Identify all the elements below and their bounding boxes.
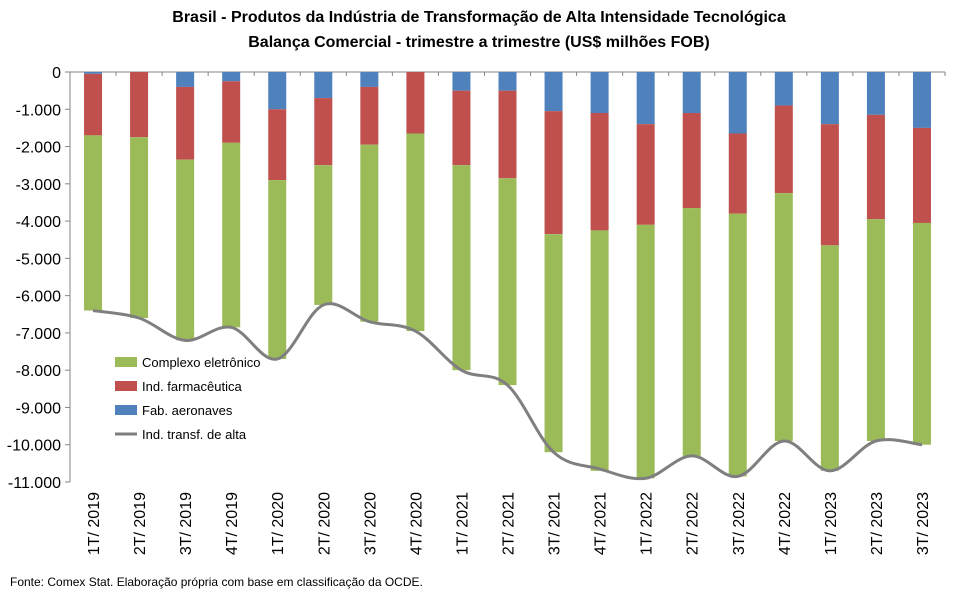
bar-fab-aeronaves-0 <box>84 72 103 74</box>
y-tick-label: -1.000 <box>16 102 61 119</box>
bar-ind-farmac-utica-2 <box>176 86 195 160</box>
bar-complexo-eletr-nico-6 <box>360 144 379 322</box>
bar-ind-farmac-utica-0 <box>84 73 103 136</box>
bar-fab-aeronaves-14 <box>728 72 747 134</box>
legend-swatch-0 <box>115 357 137 367</box>
x-tick-label: 2T/ 2019 <box>132 492 149 555</box>
chart-title: Brasil - Produtos da Indústria de Transf… <box>172 9 786 26</box>
bar-complexo-eletr-nico-9 <box>498 178 517 386</box>
x-tick-label: 4T/ 2021 <box>593 492 610 555</box>
bar-ind-farmac-utica-18 <box>912 127 931 223</box>
y-tick-label: -7.000 <box>16 326 61 343</box>
y-tick-label: -3.000 <box>16 177 61 194</box>
bar-fab-aeronaves-3 <box>222 72 241 82</box>
bar-ind-farmac-utica-5 <box>314 98 333 166</box>
bar-ind-farmac-utica-13 <box>682 113 701 209</box>
bar-ind-farmac-utica-14 <box>728 133 747 214</box>
y-tick-label: -5.000 <box>16 251 61 268</box>
line-ind-transf-de-alta <box>92 302 923 481</box>
bar-fab-aeronaves-8 <box>452 72 471 91</box>
bar-complexo-eletr-nico-1 <box>130 137 149 318</box>
x-tick-label: 2T/ 2020 <box>316 492 333 555</box>
bar-ind-farmac-utica-6 <box>360 86 379 145</box>
bar-ind-farmac-utica-12 <box>636 124 655 225</box>
bar-ind-farmac-utica-8 <box>452 90 471 166</box>
bar-fab-aeronaves-2 <box>176 72 195 87</box>
bar-complexo-eletr-nico-15 <box>774 193 793 441</box>
bar-ind-farmac-utica-4 <box>268 109 287 181</box>
x-tick-label: 4T/ 2020 <box>408 492 425 555</box>
x-tick-label: 3T/ 2021 <box>547 492 564 555</box>
y-tick-label: -6.000 <box>16 289 61 306</box>
bar-fab-aeronaves-13 <box>682 72 701 113</box>
x-tick-label: 3T/ 2020 <box>362 492 379 555</box>
chart-subtitle: Balança Comercial - trimestre a trimestr… <box>248 34 710 51</box>
bar-complexo-eletr-nico-7 <box>406 133 425 332</box>
bar-fab-aeronaves-12 <box>636 72 655 125</box>
y-tick-label: -2.000 <box>16 140 61 157</box>
x-tick-label: 3T/ 2023 <box>915 492 932 555</box>
bar-complexo-eletr-nico-18 <box>912 222 931 445</box>
bar-complexo-eletr-nico-11 <box>590 230 609 471</box>
bar-ind-farmac-utica-11 <box>590 113 609 231</box>
legend-label: Fab. aeronaves <box>142 403 233 418</box>
x-tick-label: 3T/ 2019 <box>178 492 195 555</box>
legend-label: Ind. transf. de alta <box>142 427 247 442</box>
y-tick-label: -8.000 <box>16 363 61 380</box>
bar-complexo-eletr-nico-5 <box>314 165 333 305</box>
y-tick-label: -9.000 <box>16 400 61 417</box>
y-tick-label: -11.000 <box>8 475 61 492</box>
x-tick-label: 1T/ 2022 <box>639 492 656 555</box>
bar-ind-farmac-utica-15 <box>774 105 793 194</box>
bar-complexo-eletr-nico-14 <box>728 213 747 477</box>
bar-complexo-eletr-nico-4 <box>268 180 287 359</box>
bar-fab-aeronaves-17 <box>866 72 885 115</box>
bar-fab-aeronaves-6 <box>360 72 379 87</box>
x-tick-label: 3T/ 2022 <box>731 492 748 555</box>
x-tick-label: 2T/ 2022 <box>685 492 702 555</box>
bar-fab-aeronaves-11 <box>590 72 609 113</box>
bar-fab-aeronaves-15 <box>774 72 793 106</box>
x-tick-label: 1T/ 2023 <box>823 492 840 555</box>
x-tick-label: 1T/ 2020 <box>270 492 287 555</box>
x-tick-label: 2T/ 2021 <box>501 492 518 555</box>
bar-ind-farmac-utica-17 <box>866 114 885 220</box>
bar-complexo-eletr-nico-0 <box>84 135 103 311</box>
x-tick-label: 1T/ 2021 <box>454 492 471 555</box>
bar-ind-farmac-utica-7 <box>406 72 425 134</box>
bar-complexo-eletr-nico-16 <box>820 245 839 471</box>
x-tick-label: 2T/ 2023 <box>869 492 886 555</box>
x-tick-label: 4T/ 2019 <box>224 492 241 555</box>
bar-fab-aeronaves-18 <box>912 72 931 128</box>
y-tick-label: 0 <box>52 65 61 82</box>
y-tick-label: -4.000 <box>16 214 61 231</box>
bar-complexo-eletr-nico-8 <box>452 165 471 371</box>
legend-label: Ind. farmacêutica <box>142 379 242 394</box>
bar-ind-farmac-utica-1 <box>130 72 149 138</box>
bar-complexo-eletr-nico-3 <box>222 142 241 328</box>
bar-complexo-eletr-nico-2 <box>176 159 195 341</box>
source-note: Fonte: Comex Stat. Elaboração própria co… <box>10 575 423 589</box>
bar-complexo-eletr-nico-12 <box>636 224 655 479</box>
bar-fab-aeronaves-16 <box>820 72 839 125</box>
bar-fab-aeronaves-9 <box>498 72 517 91</box>
bar-complexo-eletr-nico-13 <box>682 208 701 456</box>
bar-complexo-eletr-nico-10 <box>544 234 563 453</box>
bar-fab-aeronaves-10 <box>544 72 563 112</box>
bar-complexo-eletr-nico-17 <box>866 219 885 441</box>
x-tick-label: 4T/ 2022 <box>777 492 794 555</box>
legend-swatch-2 <box>115 405 137 415</box>
bar-ind-farmac-utica-9 <box>498 90 517 179</box>
legend-label: Complexo eletrônico <box>142 355 261 370</box>
legend-swatch-1 <box>115 381 137 391</box>
bar-fab-aeronaves-4 <box>268 72 287 110</box>
y-tick-label: -10.000 <box>7 438 61 455</box>
bar-ind-farmac-utica-10 <box>544 111 563 235</box>
x-tick-label: 1T/ 2019 <box>86 492 103 555</box>
bar-fab-aeronaves-5 <box>314 72 333 99</box>
bar-ind-farmac-utica-16 <box>820 124 839 246</box>
bar-ind-farmac-utica-3 <box>222 81 241 143</box>
